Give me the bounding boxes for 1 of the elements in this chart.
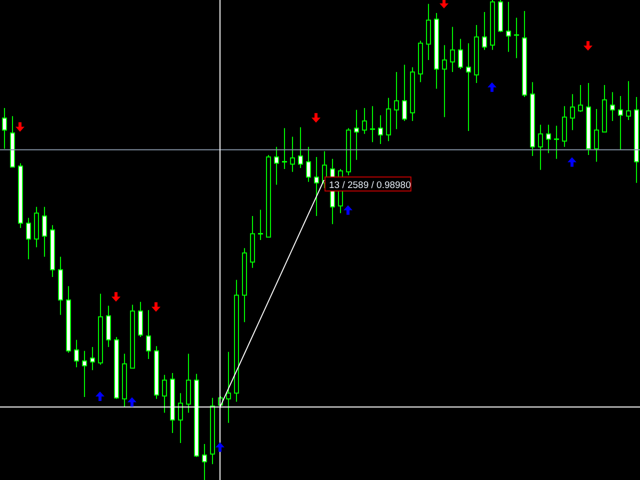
annotation: 13 / 2589 / 0.98980 (329, 180, 411, 191)
